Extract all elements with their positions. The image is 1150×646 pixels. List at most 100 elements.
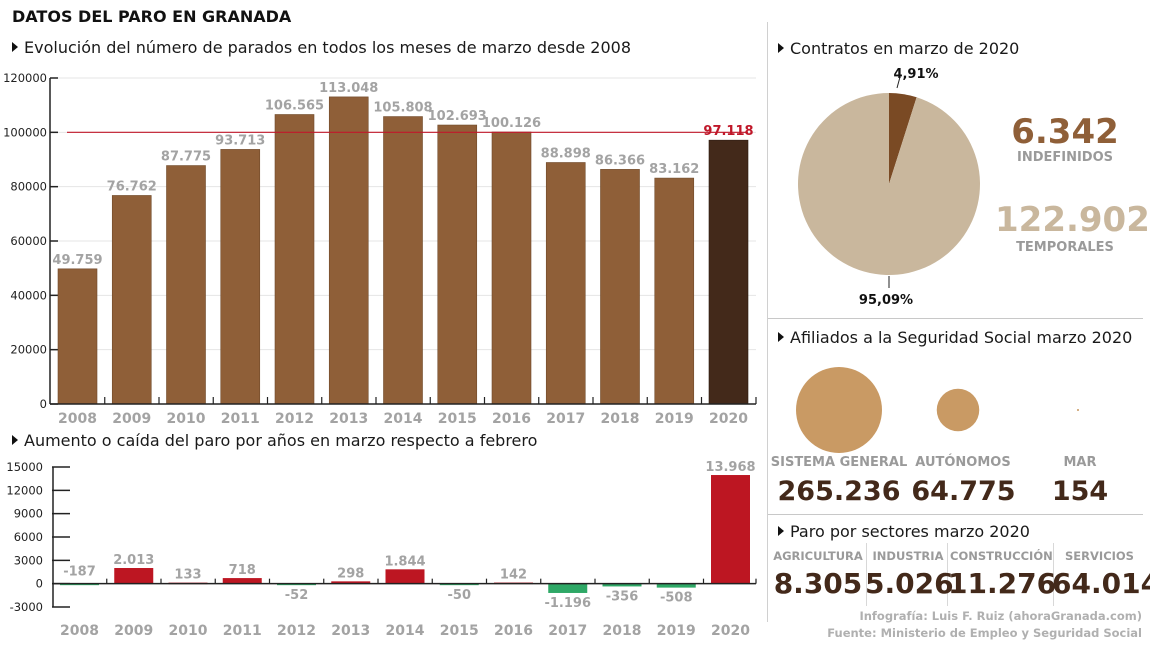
x-tick-label: 2017 xyxy=(548,623,587,639)
pie-slice xyxy=(798,93,980,275)
bubble xyxy=(936,388,980,432)
chart2-title-text: Aumento o caída del paro por años en mar… xyxy=(24,431,538,450)
bar-value-label: -50 xyxy=(448,588,472,603)
bar xyxy=(114,568,154,584)
bar-value-label: 86.366 xyxy=(595,153,645,168)
bar xyxy=(222,578,262,584)
bar xyxy=(600,169,640,405)
y-tick-label: 0 xyxy=(40,397,47,411)
credit-fuente: Fuente: Ministerio de Empleo y Seguridad… xyxy=(827,626,1142,640)
bar xyxy=(328,96,369,405)
bar xyxy=(656,583,696,588)
contratos-pie-chart: 4,91% 95,09% xyxy=(798,67,980,308)
bar-value-label: -1.196 xyxy=(544,596,591,611)
y-tick-label: 0 xyxy=(36,577,43,591)
chart2-title: Aumento o caída del paro por años en mar… xyxy=(12,431,537,450)
bar-value-label: -508 xyxy=(660,591,693,606)
bar-value-label: 13.968 xyxy=(705,460,755,475)
sectores-title-text: Paro por sectores marzo 2020 xyxy=(790,522,1030,541)
triangle-bullet-icon xyxy=(12,435,18,445)
triangle-bullet-icon xyxy=(778,43,784,53)
x-tick-label: 2016 xyxy=(492,411,531,427)
x-tick-label: 2009 xyxy=(112,411,151,427)
bar xyxy=(439,583,479,586)
variacion-bar-chart: -3000 0 3000 6000 9000 12000 15000 -187 2008 2.01… xyxy=(6,460,757,639)
page-title: DATOS DEL PARO EN GRANADA xyxy=(12,7,292,26)
x-tick-label: 2013 xyxy=(331,623,370,639)
bar-value-label: 2.013 xyxy=(113,553,154,568)
sector-value-servicios: 64.014 xyxy=(1052,567,1150,600)
contratos-title: Contratos en marzo de 2020 xyxy=(778,39,1019,58)
bar xyxy=(491,131,532,405)
bar-value-label: 142 xyxy=(500,568,527,583)
x-tick-label: 2018 xyxy=(601,411,640,427)
bar-value-label: 1.844 xyxy=(384,554,425,569)
temporales-label: TEMPORALES xyxy=(1016,240,1114,255)
bar-value-label: 718 xyxy=(229,563,256,578)
afiliados-value-sistema-general: 265.236 xyxy=(777,476,901,507)
bar-value-label: -52 xyxy=(285,588,309,603)
x-tick-label: 2018 xyxy=(603,623,642,639)
afiliados-value-mar: 154 xyxy=(1051,476,1109,507)
x-tick-label: 2014 xyxy=(384,411,423,427)
sector-label-construccion: CONSTRUCCIÓN xyxy=(950,549,1053,563)
triangle-bullet-icon xyxy=(778,332,784,342)
sector-separator xyxy=(1053,543,1054,606)
y-tick-label: 120000 xyxy=(3,71,47,85)
bar xyxy=(60,583,99,586)
pie-slice xyxy=(889,93,917,184)
bar-value-label: 93.713 xyxy=(215,133,265,148)
x-tick-label: 2012 xyxy=(277,623,316,639)
bar xyxy=(708,139,749,405)
y-tick-label: 20000 xyxy=(10,343,47,357)
bar-value-label: 133 xyxy=(174,568,201,583)
bar xyxy=(711,475,750,584)
sector-separator xyxy=(866,543,867,606)
bar-value-label: 100.126 xyxy=(482,116,541,131)
bar xyxy=(277,583,316,586)
sector-label-agricultura: AGRICULTURA xyxy=(773,549,863,563)
y-tick-label: 12000 xyxy=(6,483,43,497)
afiliados-label-sistema-general: SISTEMA GENERAL xyxy=(770,455,908,470)
bar-value-label: -187 xyxy=(63,565,96,580)
afiliados-label-mar: MAR xyxy=(1063,455,1097,470)
afiliados-title: Afiliados a la Seguridad Social marzo 20… xyxy=(778,328,1132,347)
bar-value-label: 76.762 xyxy=(107,179,157,194)
bar xyxy=(383,116,423,405)
section-divider xyxy=(768,318,1143,319)
bar-value-label: 298 xyxy=(337,566,364,581)
bar-value-label: -356 xyxy=(606,589,639,604)
sector-value-construccion: 11.276 xyxy=(948,567,1057,600)
pie-label: 95,09% xyxy=(859,293,913,308)
bar xyxy=(111,195,152,405)
x-tick-label: 2019 xyxy=(655,411,694,427)
y-tick-label: 3000 xyxy=(14,553,43,567)
bubble xyxy=(796,367,882,453)
bar-value-label: 102.693 xyxy=(428,109,487,124)
pie-label: 4,91% xyxy=(893,67,938,82)
bar-value-label: 113.048 xyxy=(319,81,378,96)
y-tick-label: 80000 xyxy=(10,180,47,194)
temporales-value: 122.902 xyxy=(995,200,1150,240)
parados-bar-chart: 0 20000 40000 60000 80000 100000 120000 49.759 2… xyxy=(3,71,757,427)
x-tick-label: 2016 xyxy=(494,623,533,639)
bar-value-label: 83.162 xyxy=(649,162,699,177)
sector-value-industria: 5.026 xyxy=(865,567,954,600)
sector-separator xyxy=(947,543,948,606)
triangle-bullet-icon xyxy=(778,526,784,536)
bar xyxy=(545,162,586,405)
afiliados-bubbles xyxy=(796,367,1080,453)
afiliados-label-autonomos: AUTÓNOMOS xyxy=(915,455,1011,470)
bar xyxy=(331,581,371,584)
y-tick-label: 100000 xyxy=(3,125,47,139)
bubble xyxy=(1076,408,1080,412)
bar-value-label: 105.808 xyxy=(373,101,432,116)
contratos-title-text: Contratos en marzo de 2020 xyxy=(790,39,1020,58)
x-tick-label: 2010 xyxy=(169,623,208,639)
afiliados-value-autonomos: 64.775 xyxy=(911,476,1016,507)
indefinidos-label: INDEFINIDOS xyxy=(1016,150,1114,165)
bar xyxy=(385,569,425,584)
y-tick-label: 6000 xyxy=(14,530,43,544)
bar xyxy=(274,114,315,405)
bar xyxy=(548,583,588,593)
